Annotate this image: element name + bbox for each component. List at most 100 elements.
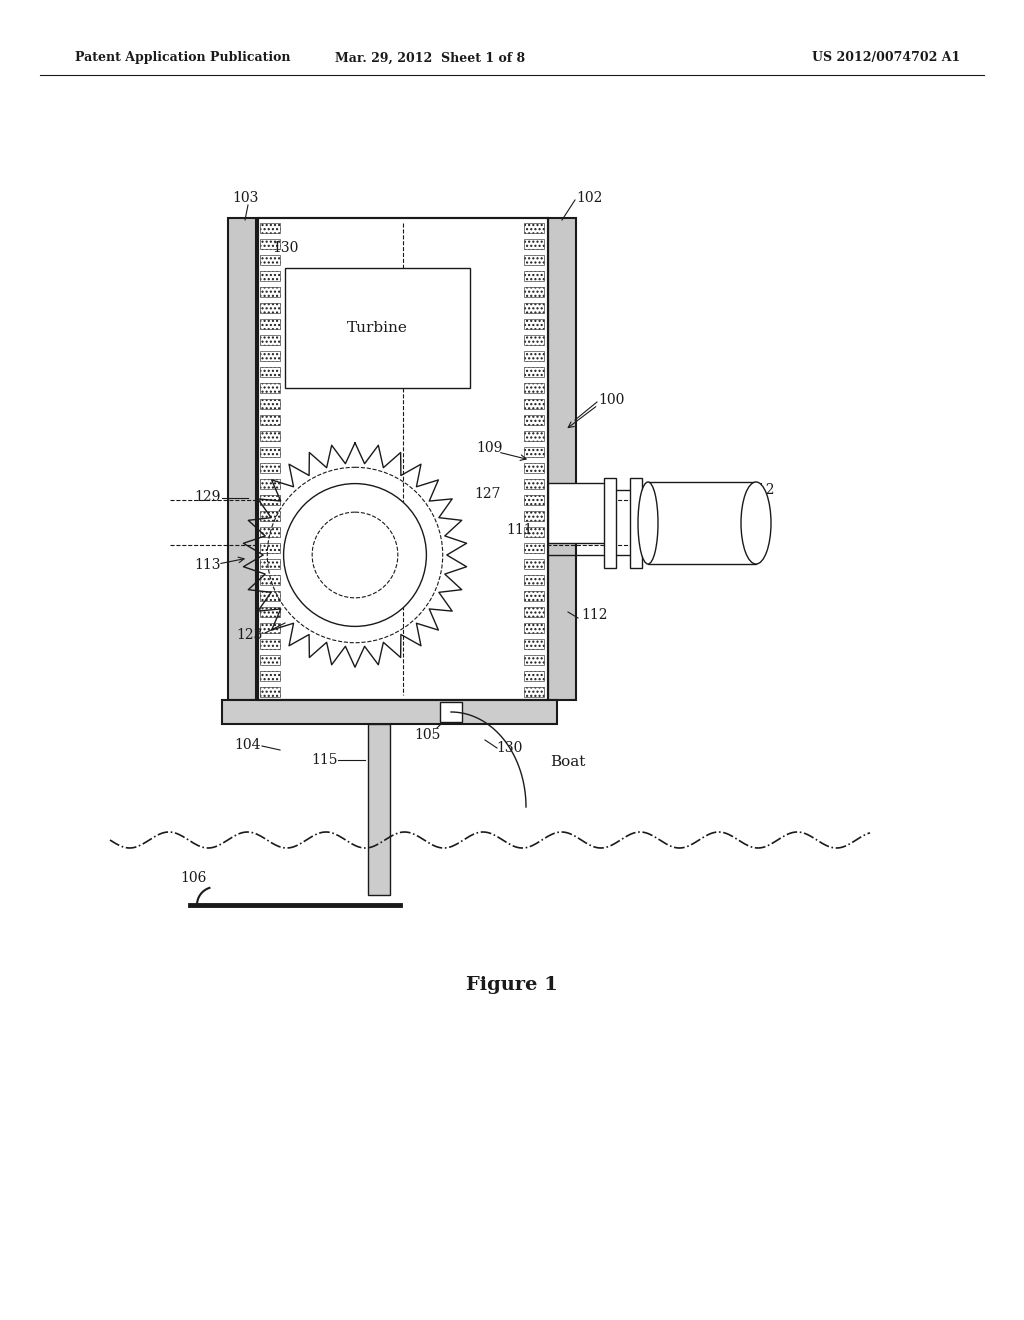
Bar — [524, 623, 544, 634]
Bar — [260, 432, 280, 441]
Bar — [260, 447, 280, 457]
Text: 102: 102 — [577, 191, 603, 205]
Bar — [260, 558, 280, 569]
Text: 111: 111 — [507, 523, 534, 537]
Text: 105: 105 — [415, 729, 441, 742]
Bar — [524, 479, 544, 488]
Bar — [524, 286, 544, 297]
Bar — [368, 723, 390, 895]
Bar — [524, 558, 544, 569]
Text: Boat: Boat — [550, 755, 586, 770]
Bar — [524, 639, 544, 649]
Bar — [228, 218, 256, 700]
Bar — [524, 447, 544, 457]
Bar — [260, 543, 280, 553]
Bar — [524, 543, 544, 553]
Text: 130: 130 — [271, 242, 298, 255]
Bar — [524, 511, 544, 521]
Bar — [260, 686, 280, 697]
Bar — [524, 414, 544, 425]
Circle shape — [284, 483, 426, 627]
Text: 113: 113 — [195, 558, 221, 572]
Circle shape — [312, 512, 398, 598]
Bar — [260, 414, 280, 425]
Bar — [260, 607, 280, 616]
Bar — [604, 478, 616, 568]
Bar — [524, 271, 544, 281]
Text: 112: 112 — [749, 483, 775, 498]
Bar — [222, 700, 557, 723]
Text: Turbine: Turbine — [347, 321, 408, 335]
Bar — [260, 479, 280, 488]
Text: 109: 109 — [477, 441, 503, 455]
Bar — [260, 255, 280, 265]
Bar — [524, 223, 544, 234]
Bar — [524, 463, 544, 473]
Bar — [524, 576, 544, 585]
Bar — [524, 239, 544, 249]
Text: 104: 104 — [234, 738, 261, 752]
Bar — [260, 383, 280, 393]
Bar — [648, 482, 756, 564]
Bar — [548, 483, 606, 543]
Text: 129: 129 — [195, 490, 221, 504]
Ellipse shape — [741, 482, 771, 564]
Bar — [630, 478, 642, 568]
Bar — [524, 671, 544, 681]
Bar — [524, 655, 544, 665]
Text: 106: 106 — [180, 871, 206, 884]
Bar — [260, 319, 280, 329]
Bar — [524, 686, 544, 697]
Bar — [524, 351, 544, 360]
Bar — [524, 495, 544, 506]
Bar — [524, 591, 544, 601]
Text: 115: 115 — [311, 752, 338, 767]
Bar — [548, 218, 575, 700]
Text: US 2012/0074702 A1: US 2012/0074702 A1 — [812, 51, 961, 65]
Bar — [260, 591, 280, 601]
Bar — [285, 268, 470, 388]
Bar — [524, 399, 544, 409]
Text: 123: 123 — [237, 628, 263, 642]
Bar — [524, 367, 544, 378]
Bar — [258, 218, 548, 700]
Bar — [260, 271, 280, 281]
Bar — [524, 304, 544, 313]
Bar — [524, 607, 544, 616]
Bar — [260, 286, 280, 297]
Bar — [260, 639, 280, 649]
Bar — [260, 223, 280, 234]
Bar — [440, 702, 462, 722]
Bar — [524, 335, 544, 345]
Text: 100: 100 — [599, 393, 626, 407]
Bar — [260, 655, 280, 665]
Bar — [260, 239, 280, 249]
Bar — [260, 495, 280, 506]
Bar — [260, 576, 280, 585]
Bar — [260, 335, 280, 345]
Bar — [260, 304, 280, 313]
Bar — [260, 511, 280, 521]
Bar — [260, 671, 280, 681]
Bar — [524, 255, 544, 265]
Bar — [524, 432, 544, 441]
Bar — [260, 527, 280, 537]
Text: 127: 127 — [475, 487, 502, 502]
Bar — [260, 463, 280, 473]
Bar — [260, 623, 280, 634]
Text: 107: 107 — [297, 290, 324, 305]
Text: 112: 112 — [582, 609, 608, 622]
Text: 130: 130 — [497, 741, 523, 755]
Text: Patent Application Publication: Patent Application Publication — [75, 51, 291, 65]
Text: 103: 103 — [231, 191, 258, 205]
Text: Figure 1: Figure 1 — [466, 975, 558, 994]
Bar — [260, 351, 280, 360]
Bar — [524, 527, 544, 537]
Ellipse shape — [638, 482, 658, 564]
Bar — [524, 319, 544, 329]
Bar — [258, 218, 548, 700]
Bar — [260, 367, 280, 378]
Bar — [260, 399, 280, 409]
Text: Mar. 29, 2012  Sheet 1 of 8: Mar. 29, 2012 Sheet 1 of 8 — [335, 51, 525, 65]
Bar — [524, 383, 544, 393]
